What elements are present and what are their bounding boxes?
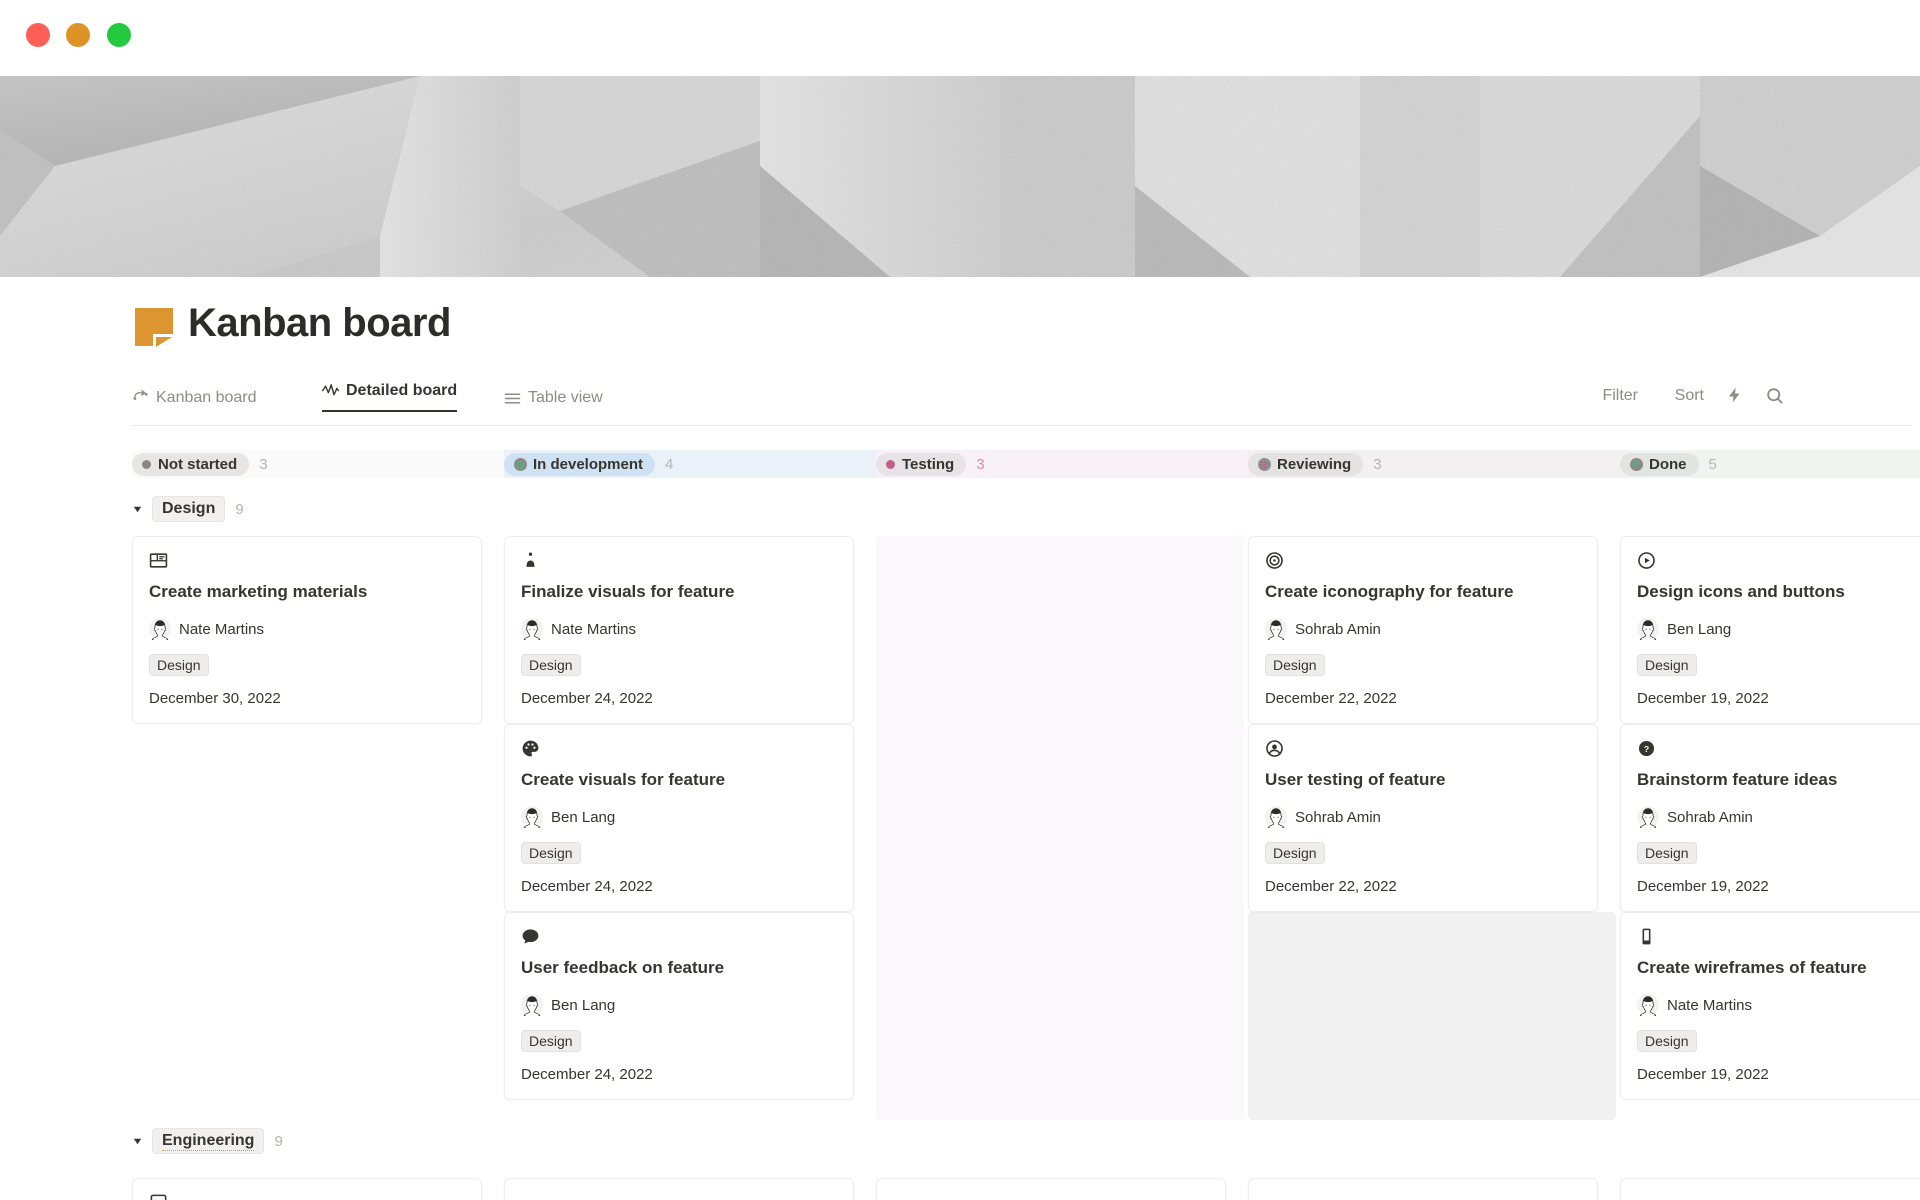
svg-text:?: ? [1644,744,1649,754]
